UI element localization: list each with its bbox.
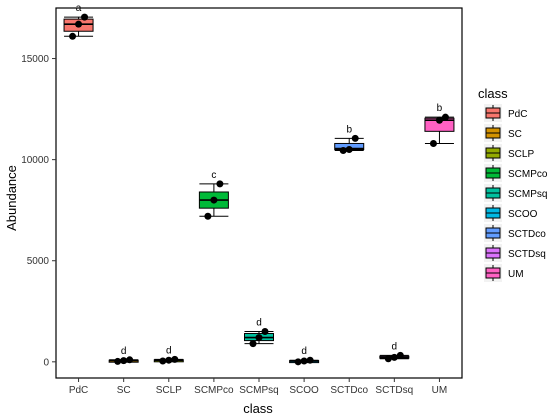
- legend-label: SCOO: [508, 209, 538, 220]
- significance-letter: d: [166, 345, 172, 356]
- data-point: [69, 32, 77, 40]
- significance-letter: b: [346, 124, 352, 135]
- x-tick-label: SCTDsq: [375, 385, 413, 396]
- box-SCLP: d: [153, 345, 184, 365]
- legend: class PdC SC SCLP SCMPco SCMPsq SCOO SCTDco SCT…: [478, 86, 548, 282]
- data-point: [159, 357, 167, 365]
- significance-letter: d: [256, 317, 262, 328]
- legend-label: SCTDsq: [508, 249, 546, 260]
- y-tick-label: 0: [43, 357, 49, 368]
- data-point: [390, 353, 398, 361]
- legend-item-SC: SC: [484, 124, 522, 142]
- x-tick-label: SCMPsq: [239, 385, 278, 396]
- legend-label: SCTDco: [508, 229, 546, 240]
- box-UM: b: [424, 103, 455, 147]
- data-point: [114, 357, 122, 365]
- box-SCMPco: c: [198, 170, 229, 220]
- significance-letter: c: [211, 170, 216, 181]
- legend-item-SCMPco: SCMPco: [484, 164, 548, 182]
- data-point: [165, 356, 173, 364]
- legend-item-SCOO: SCOO: [484, 204, 538, 222]
- x-tick-label: SCMPco: [194, 385, 234, 396]
- legend-label: SCLP: [508, 149, 534, 160]
- legend-item-UM: UM: [484, 264, 524, 282]
- y-tick-label: 15000: [21, 54, 49, 65]
- axes: 0 5000 10000 15000 PdC SC SCLP SCMPco SCMPsq SCOO…: [21, 7, 463, 396]
- data-point: [306, 356, 314, 364]
- x-tick-label: SCTDco: [330, 385, 368, 396]
- legend-label: UM: [508, 269, 524, 280]
- x-tick-label: SC: [117, 385, 131, 396]
- data-point: [294, 358, 302, 366]
- x-tick-label: PdC: [69, 385, 88, 396]
- x-tick-label: UM: [432, 385, 448, 396]
- plot-area: a d d c d d b d b: [63, 3, 455, 366]
- legend-item-SCMPsq: SCMPsq: [484, 184, 547, 202]
- box-SCTDsq: d: [379, 341, 410, 363]
- data-point: [261, 327, 269, 335]
- data-point: [126, 356, 134, 364]
- data-point: [339, 147, 347, 155]
- box-SCOO: d: [289, 346, 320, 366]
- significance-letter: d: [121, 346, 127, 357]
- legend-label: SCMPsq: [508, 189, 547, 200]
- data-point: [396, 351, 404, 359]
- significance-letter: b: [437, 103, 443, 114]
- box-SCTDco: b: [334, 124, 365, 155]
- legend-title: class: [478, 86, 508, 101]
- y-axis-title: Abundance: [4, 165, 19, 231]
- legend-label: SCMPco: [508, 169, 548, 180]
- data-point: [249, 340, 257, 348]
- box-PdC: a: [63, 3, 94, 40]
- significance-letter: d: [301, 346, 307, 357]
- data-point: [351, 134, 359, 142]
- legend-item-SCLP: SCLP: [484, 144, 534, 162]
- y-tick-label: 5000: [27, 256, 50, 267]
- data-point: [210, 196, 218, 204]
- data-point: [204, 212, 212, 220]
- data-point: [171, 355, 179, 363]
- data-point: [255, 334, 263, 342]
- data-point: [429, 139, 437, 147]
- data-point: [81, 13, 89, 21]
- x-axis-title: class: [243, 401, 273, 416]
- data-point: [216, 180, 224, 188]
- legend-item-SCTDco: SCTDco: [484, 224, 546, 242]
- x-tick-label: SCOO: [289, 385, 319, 396]
- x-tick-label: SCLP: [156, 385, 182, 396]
- data-point: [384, 355, 392, 363]
- data-point: [345, 146, 353, 154]
- legend-item-PdC: PdC: [484, 104, 527, 122]
- box-SC: d: [108, 346, 139, 365]
- legend-item-SCTDsq: SCTDsq: [484, 244, 546, 262]
- data-point: [441, 113, 449, 121]
- legend-label: PdC: [508, 109, 527, 120]
- data-point: [120, 357, 128, 365]
- data-point: [300, 357, 308, 365]
- significance-letter: d: [392, 341, 398, 352]
- legend-label: SC: [508, 129, 522, 140]
- y-tick-label: 10000: [21, 155, 49, 166]
- box-SCMPsq: d: [244, 317, 274, 348]
- data-point: [435, 116, 443, 124]
- data-point: [75, 20, 83, 28]
